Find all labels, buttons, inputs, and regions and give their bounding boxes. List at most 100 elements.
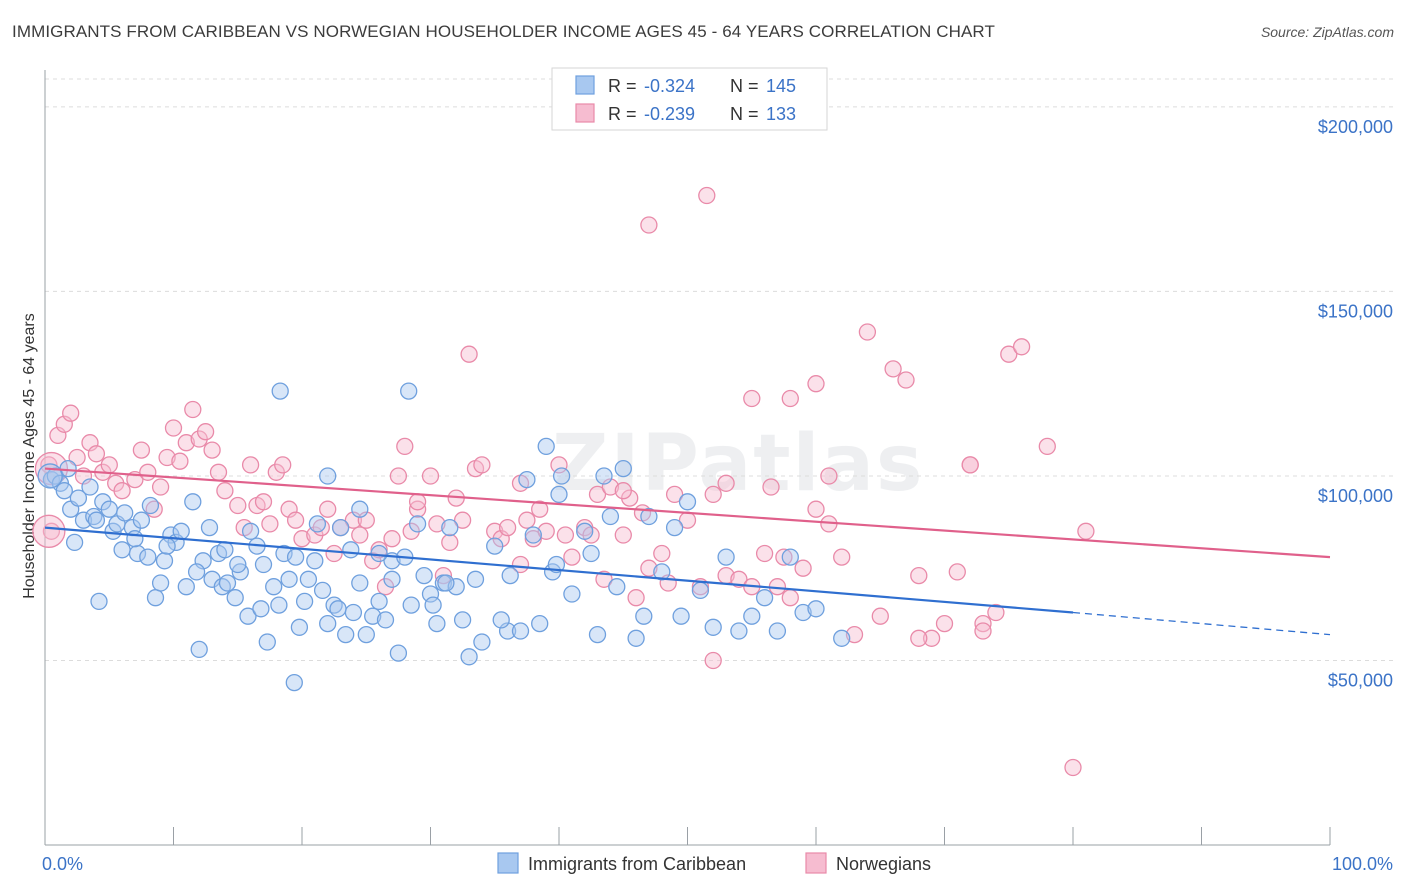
caribbean-point	[319, 614, 337, 633]
caribbean-point	[241, 522, 260, 540]
caribbean-point	[717, 548, 735, 566]
x-tick-label-max: 100.0%	[1332, 854, 1393, 874]
norwegians-point	[588, 485, 607, 504]
caribbean-point	[177, 578, 195, 596]
caribbean-point	[370, 592, 388, 611]
legend-r-label-1: R =	[608, 76, 637, 96]
norwegians-point	[158, 448, 176, 467]
norwegians-point	[203, 441, 221, 459]
caribbean-point	[158, 537, 176, 555]
norwegians-point	[428, 515, 446, 533]
legend-n-value-1: 145	[766, 76, 796, 96]
caribbean-point	[635, 607, 653, 625]
caribbean-point	[65, 533, 84, 552]
caribbean-point	[132, 511, 151, 529]
norwegians-point	[460, 345, 478, 363]
norwegians-point	[563, 548, 581, 566]
series-legend-swatch-caribbean	[497, 852, 519, 874]
norwegians-point	[408, 493, 427, 511]
caribbean-point	[400, 382, 418, 400]
caribbean-point	[453, 611, 472, 629]
caribbean-point	[755, 589, 774, 607]
norwegians-point	[537, 522, 555, 540]
norwegians-point	[704, 485, 722, 504]
norwegians-point	[421, 467, 440, 485]
legend-frame	[551, 67, 828, 131]
norwegians-point	[1064, 758, 1082, 777]
caribbean-point	[290, 618, 309, 636]
x-ticks	[44, 827, 1331, 845]
norwegians-point	[781, 589, 799, 607]
caribbean-point	[640, 507, 658, 526]
caribbean-point	[265, 578, 283, 596]
legend-n-label-2: N =	[730, 104, 759, 124]
norwegians-point	[62, 404, 80, 422]
caribbean-point	[306, 552, 324, 570]
norwegians-point	[743, 389, 761, 408]
norwegians-point	[717, 474, 735, 492]
caribbean-point	[128, 544, 147, 563]
caribbean-point	[672, 607, 690, 625]
norwegians-point	[910, 629, 928, 647]
caribbean-points	[37, 382, 851, 692]
caribbean-point	[285, 673, 303, 692]
caribbean-point	[329, 600, 347, 618]
caribbean-point	[531, 614, 549, 633]
caribbean-point	[357, 625, 375, 644]
caribbean-point	[582, 544, 600, 563]
norwegians-point	[177, 434, 195, 452]
caribbean-point	[653, 563, 671, 581]
norwegians-point	[935, 614, 954, 633]
caribbean-point	[319, 467, 337, 485]
series-legend-swatch-norwegians	[805, 852, 827, 874]
norwegians-point-large	[32, 514, 66, 548]
caribbean-trend-line	[44, 526, 1074, 614]
norwegians-point	[453, 511, 472, 529]
norwegians-point	[762, 478, 780, 496]
source-credit: Source: ZipAtlas.com	[1260, 24, 1394, 40]
norwegians-point	[845, 625, 864, 644]
caribbean-point	[743, 607, 761, 625]
legend-r-label-2: R =	[608, 104, 637, 124]
caribbean-point	[254, 555, 273, 574]
norwegians-point	[216, 482, 234, 500]
norwegians-point	[627, 589, 645, 607]
caribbean-point	[258, 633, 276, 651]
norwegians-point	[871, 607, 889, 625]
caribbean-point	[595, 467, 613, 485]
y-tick-label: $150,000	[1318, 301, 1393, 321]
norwegians-point	[807, 375, 825, 393]
caribbean-point	[270, 596, 288, 614]
caribbean-point	[383, 570, 401, 588]
norwegians-point	[498, 518, 517, 537]
caribbean-point	[447, 578, 465, 596]
caribbean-point	[216, 541, 234, 559]
caribbean-point	[768, 622, 787, 640]
series-legend: Immigrants from Caribbean Norwegians	[497, 852, 931, 874]
norwegians-point	[139, 463, 157, 481]
norwegians-point	[396, 437, 414, 456]
caribbean-trend-extension	[1072, 611, 1331, 636]
caribbean-point	[704, 618, 722, 636]
norwegians-point	[209, 463, 228, 481]
caribbean-point	[155, 552, 174, 570]
legend-swatch-blue	[575, 75, 595, 95]
caribbean-point	[81, 478, 99, 496]
caribbean-point	[172, 522, 190, 540]
norwegians-point	[922, 629, 941, 647]
norwegians-point	[833, 548, 851, 566]
caribbean-point	[576, 522, 594, 540]
norwegians-point	[550, 456, 568, 474]
norwegians-point	[524, 530, 542, 548]
caribbean-point	[473, 633, 491, 651]
caribbean-point	[344, 603, 363, 622]
series-legend-label-norwegians: Norwegians	[836, 854, 931, 874]
y-tick-labels: $50,000 $100,000 $150,000 $200,000	[1318, 117, 1393, 691]
norwegians-point	[755, 544, 774, 563]
caribbean-point	[511, 622, 530, 640]
caribbean-point	[331, 518, 350, 537]
caribbean-point	[229, 555, 247, 574]
norwegians-point	[325, 544, 343, 563]
norwegians-point	[151, 478, 170, 496]
norwegians-point	[184, 400, 202, 419]
